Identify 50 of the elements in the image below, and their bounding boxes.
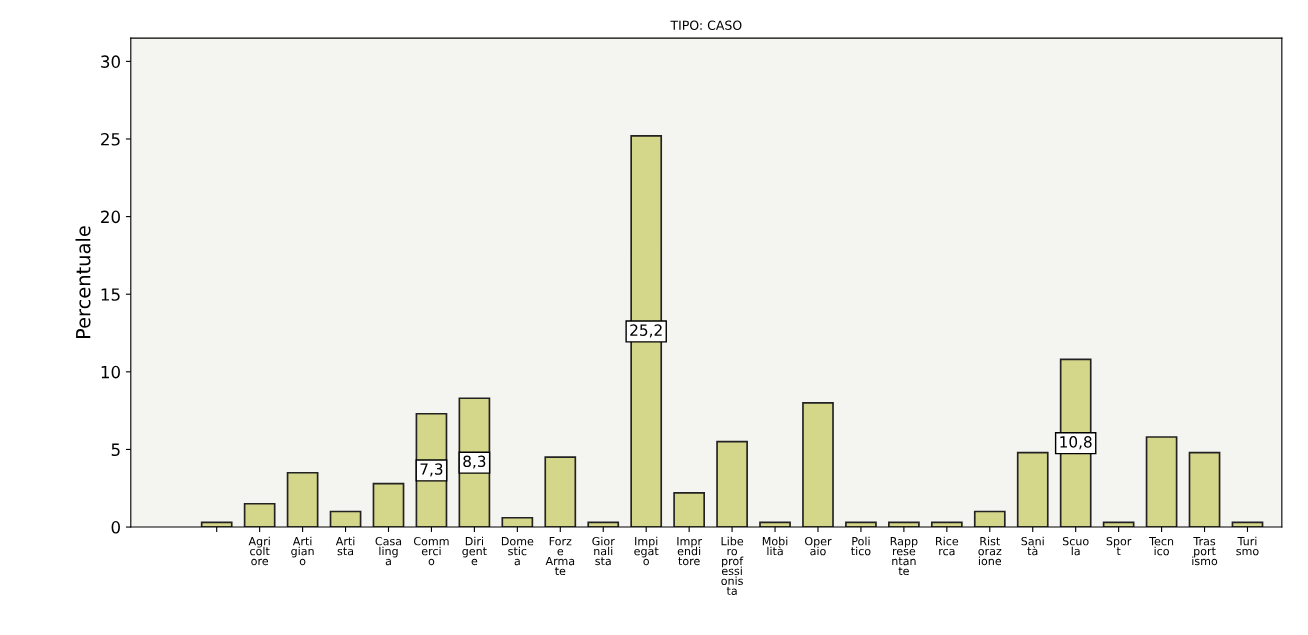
bar bbox=[716, 440, 748, 528]
bar bbox=[1145, 436, 1178, 528]
x-tick-label: Artista bbox=[335, 536, 355, 556]
bar bbox=[372, 482, 405, 528]
bar bbox=[1016, 451, 1049, 528]
x-tick-label: Domestica bbox=[501, 537, 534, 566]
x-tick-label: Turismo bbox=[1236, 536, 1259, 556]
x-tick-label: Politico bbox=[851, 536, 871, 556]
y-tick-label: 0 bbox=[111, 521, 120, 534]
bar bbox=[501, 516, 534, 528]
x-tick-label: Mobilità bbox=[762, 536, 788, 556]
y-tick-label: 5 bbox=[111, 443, 120, 457]
x-tick-label: Trasportismo bbox=[1192, 537, 1218, 566]
data-label: 8,3 bbox=[463, 455, 486, 469]
y-axis-title: Percentuale bbox=[75, 226, 91, 339]
chart-title: TIPO: CASO bbox=[670, 20, 742, 30]
bar bbox=[243, 502, 276, 528]
x-tick-label: Agricoltore bbox=[248, 536, 270, 566]
x-tick-label: Ricerca bbox=[936, 536, 959, 556]
x-tick-label: Operaio bbox=[805, 536, 832, 556]
y-tick-label: 20 bbox=[101, 210, 120, 224]
x-tick-label: Giornalista bbox=[592, 536, 615, 566]
y-tick-label: 10 bbox=[101, 365, 120, 379]
data-label: 10,8 bbox=[1060, 436, 1092, 450]
y-tick-label: 25 bbox=[101, 132, 120, 146]
bar bbox=[673, 492, 706, 528]
bar bbox=[802, 402, 834, 528]
x-tick-label: Forze Armate bbox=[545, 537, 575, 576]
bar bbox=[329, 510, 362, 528]
x-tick-label: Artigiano bbox=[291, 536, 314, 566]
bar bbox=[973, 510, 1006, 528]
x-tick-label: Sport bbox=[1106, 536, 1132, 556]
bar bbox=[1188, 451, 1221, 528]
x-tick-label: Ristorazione bbox=[978, 536, 1002, 566]
x-tick-label: Scuola bbox=[1062, 536, 1089, 556]
x-tick-label: Libero professionista bbox=[721, 536, 744, 595]
x-tick-label: Casalinga bbox=[375, 536, 402, 566]
bar bbox=[544, 456, 577, 528]
x-tick-label: Rappresentante bbox=[890, 537, 918, 576]
data-label: 7,3 bbox=[420, 463, 443, 477]
x-tick-label: Commercio bbox=[413, 536, 449, 566]
x-tick-label: Imprenditore bbox=[677, 537, 702, 566]
data-label: 25,2 bbox=[630, 324, 662, 338]
x-tick-label: Tecnico bbox=[1149, 537, 1174, 556]
x-tick-label: Impiegato bbox=[634, 536, 659, 566]
bar bbox=[286, 471, 319, 528]
y-tick-label: 15 bbox=[101, 288, 120, 301]
y-tick-label: 30 bbox=[101, 55, 120, 68]
x-tick-label: Dirigente bbox=[462, 536, 487, 566]
x-tick-label: Sanità bbox=[1021, 536, 1044, 556]
